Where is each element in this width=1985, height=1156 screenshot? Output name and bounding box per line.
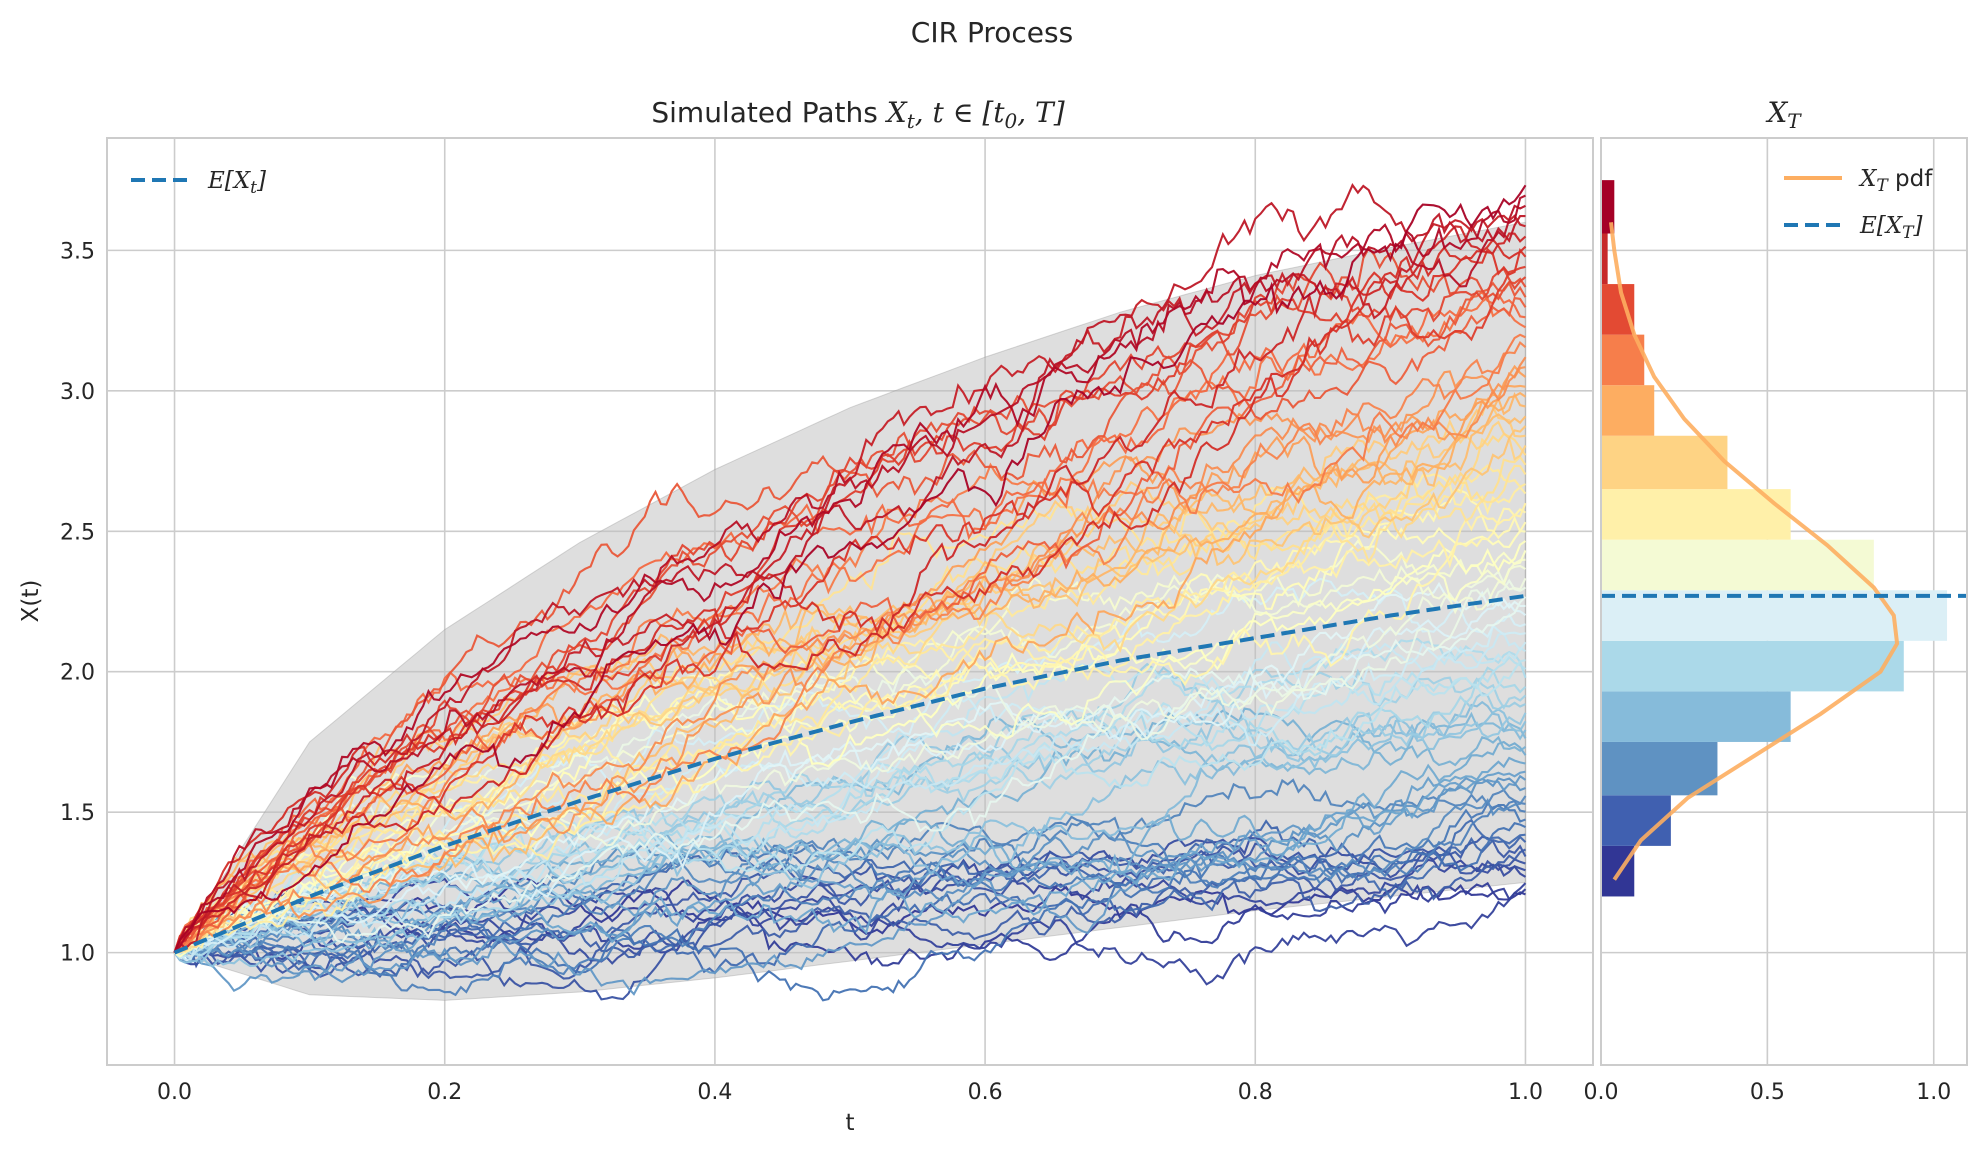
simulated-path bbox=[173, 246, 1527, 953]
pdf-line bbox=[1609, 222, 1900, 881]
main-x-axis-label: t bbox=[845, 1110, 854, 1136]
histogram-legend: XT pdf E[XT] bbox=[1784, 166, 1933, 243]
simulated-path bbox=[173, 225, 1527, 954]
simulated-path bbox=[173, 396, 1526, 954]
simulated-path bbox=[173, 391, 1526, 954]
histogram-bar bbox=[1601, 795, 1671, 846]
main-x-tick-labels: 0.0 0.2 0.4 0.6 0.8 1.0 bbox=[157, 1080, 1543, 1105]
histogram-x-tick-label: 0.5 bbox=[1750, 1080, 1785, 1105]
simulated-path bbox=[173, 238, 1527, 953]
simulated-path bbox=[173, 837, 1526, 965]
histogram-bar bbox=[1601, 489, 1791, 540]
y-tick-label: 3.5 bbox=[60, 239, 95, 264]
histogram-x-tick-label: 0.0 bbox=[1584, 1080, 1619, 1105]
main-legend: E[Xt] bbox=[131, 168, 266, 198]
histogram-bar bbox=[1601, 539, 1874, 591]
legend-mean-label: E[Xt] bbox=[207, 168, 266, 198]
simulated-path bbox=[174, 795, 1527, 957]
y-tick-label: 2.5 bbox=[60, 520, 95, 545]
y-tick-label: 1.0 bbox=[60, 942, 95, 967]
simulated-path bbox=[174, 600, 1527, 954]
simulated-path bbox=[173, 578, 1527, 954]
main-plot-frame bbox=[106, 137, 1594, 1066]
simulated-path bbox=[173, 333, 1526, 954]
main-plot-title: Simulated Paths Xt, t ∈ [t0, T] bbox=[651, 96, 1064, 133]
histogram-title: XT bbox=[1765, 96, 1802, 133]
x-tick-label: 1.0 bbox=[1508, 1080, 1543, 1105]
simulated-path bbox=[173, 364, 1527, 954]
y-tick-label: 2.0 bbox=[60, 661, 95, 686]
main-y-tick-labels: 1.0 1.5 2.0 2.5 3.0 3.5 bbox=[60, 239, 95, 966]
x-tick-label: 0.6 bbox=[968, 1080, 1003, 1105]
simulated-path bbox=[173, 413, 1527, 954]
simulated-path bbox=[174, 818, 1526, 975]
histogram-bar bbox=[1601, 180, 1615, 234]
simulated-path bbox=[173, 877, 1527, 986]
simulated-path bbox=[173, 799, 1526, 997]
main-plot-panel: Simulated Paths Xt, t ∈ [t0, T] 0.0 0.2 0.… bbox=[18, 96, 1594, 1136]
x-tick-label: 0.2 bbox=[427, 1080, 462, 1105]
simulated-path bbox=[173, 182, 1526, 954]
simulated-path bbox=[173, 204, 1526, 954]
simulated-path bbox=[173, 366, 1526, 954]
simulated-path bbox=[173, 296, 1527, 954]
simulated-path bbox=[173, 290, 1526, 954]
mean-line bbox=[173, 593, 1526, 955]
histogram-bar bbox=[1601, 385, 1655, 436]
simulated-path bbox=[173, 391, 1527, 954]
x-tick-label: 0.8 bbox=[1238, 1080, 1273, 1105]
histogram-bar bbox=[1601, 284, 1635, 335]
histogram-panel: XT 0.0 0.5 1.0 XT pdf E[XT] bbox=[1584, 96, 1968, 1105]
histogram-bar bbox=[1601, 640, 1904, 692]
simulated-paths bbox=[173, 182, 1527, 1002]
legend-histogram-mean-label: E[XT] bbox=[1859, 213, 1922, 243]
figure-suptitle: CIR Process bbox=[911, 16, 1073, 49]
simulated-path bbox=[173, 384, 1526, 954]
main-y-axis-label: X(t) bbox=[18, 580, 44, 623]
histogram-x-tick-label: 1.0 bbox=[1916, 1080, 1951, 1105]
simulated-path bbox=[173, 507, 1527, 954]
x-tick-label: 0.0 bbox=[157, 1080, 192, 1105]
legend-pdf-label: XT pdf bbox=[1858, 166, 1933, 196]
y-tick-label: 3.0 bbox=[60, 380, 95, 405]
y-tick-label: 1.5 bbox=[60, 801, 95, 826]
simulated-path bbox=[173, 540, 1527, 958]
simulated-path bbox=[174, 632, 1527, 961]
histogram-bar bbox=[1601, 590, 1948, 641]
simulated-path bbox=[174, 774, 1527, 996]
simulated-path bbox=[173, 340, 1527, 954]
histogram-bar bbox=[1601, 741, 1718, 796]
histogram-bar bbox=[1601, 691, 1791, 742]
histogram-bars bbox=[1601, 180, 1948, 897]
simulated-path bbox=[173, 637, 1527, 958]
simulated-path bbox=[174, 778, 1526, 959]
histogram-bar bbox=[1601, 233, 1608, 285]
histogram-frame bbox=[1600, 137, 1968, 1066]
simulated-path bbox=[173, 194, 1526, 954]
x-tick-label: 0.4 bbox=[697, 1080, 732, 1105]
simulated-path bbox=[173, 184, 1527, 954]
histogram-x-tick-labels: 0.0 0.5 1.0 bbox=[1584, 1080, 1952, 1105]
